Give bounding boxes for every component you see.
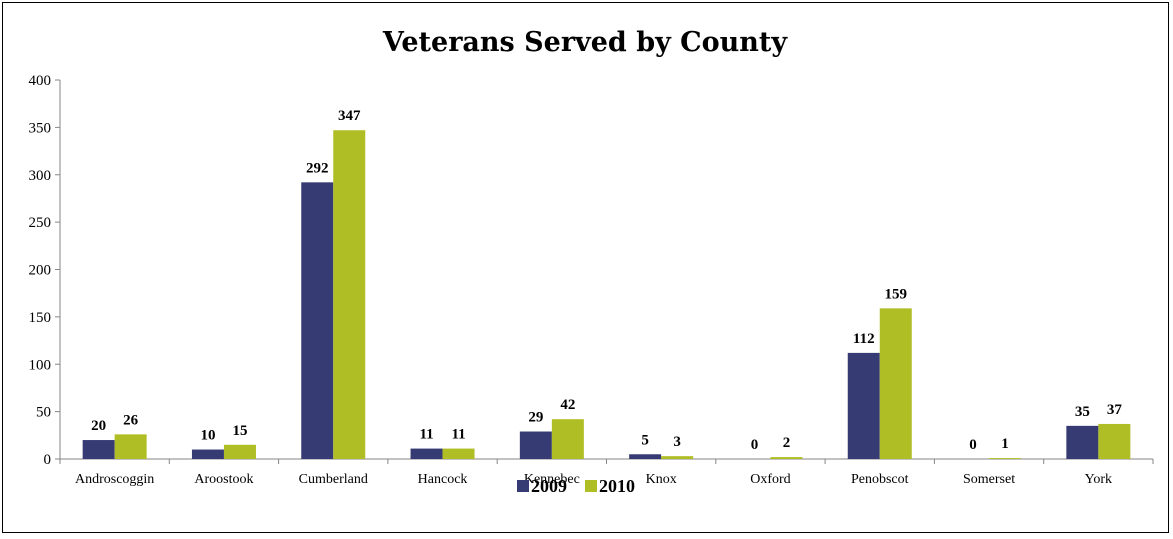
bar-chart: Veterans Served by County 05010015020025… <box>29 27 1154 496</box>
data-label: 42 <box>560 397 575 413</box>
data-label: 29 <box>528 410 543 426</box>
x-tick-label: Somerset <box>963 472 1015 487</box>
legend-swatch-2009 <box>517 480 529 492</box>
data-labels: 20 10 292 11 29 5 0 112 0 35 26 15 347 11 42 3 2 159 1 37 <box>91 108 1122 453</box>
y-tick-label: 250 <box>29 215 52 231</box>
x-tick-label: Oxford <box>750 472 790 487</box>
bar-2009-hancock <box>410 448 443 459</box>
bar-2009-york <box>1066 425 1099 459</box>
bars <box>82 130 1131 459</box>
bar-2010-york <box>1098 423 1131 459</box>
data-label: 159 <box>885 286 908 302</box>
data-label: 292 <box>306 160 329 176</box>
bar-2010-aroostook <box>223 444 256 459</box>
data-label: 347 <box>338 108 361 124</box>
chart-title: Veterans Served by County <box>382 27 788 58</box>
bar-2010-kennebec <box>551 419 584 459</box>
x-tick-label: Hancock <box>418 472 468 487</box>
data-label: 35 <box>1075 404 1090 420</box>
bar-2010-androscoggin <box>114 434 147 459</box>
data-label: 11 <box>451 427 465 443</box>
data-label: 26 <box>123 412 139 428</box>
legend: 2009 2010 <box>517 476 635 496</box>
y-tick-label: 350 <box>29 120 52 136</box>
bar-2009-aroostook <box>191 449 224 459</box>
data-label: 37 <box>1107 402 1123 418</box>
bar-2010-somerset <box>989 458 1022 459</box>
x-tick-label: Androscoggin <box>75 472 154 487</box>
x-tick-label: Knox <box>646 472 677 487</box>
bar-2009-knox <box>629 454 662 459</box>
bar-2010-oxford <box>770 457 803 459</box>
y-tick-label: 200 <box>29 263 52 279</box>
x-tick-label: Aroostook <box>194 472 253 487</box>
y-tick-label: 400 <box>29 73 52 89</box>
data-label: 15 <box>232 423 247 439</box>
data-label: 10 <box>200 428 215 444</box>
data-label: 112 <box>853 331 875 347</box>
bar-2009-cumberland <box>301 182 334 459</box>
data-label: 1 <box>1001 436 1009 452</box>
y-tick-label: 50 <box>36 405 51 421</box>
data-label: 0 <box>969 437 977 453</box>
x-tick-label: Penobscot <box>851 472 909 487</box>
x-tick-label: Cumberland <box>299 472 368 487</box>
legend-label-2010: 2010 <box>599 476 635 496</box>
y-tick-label: 300 <box>29 168 52 184</box>
bar-2010-penobscot <box>879 308 912 459</box>
x-tick-label: York <box>1085 472 1112 487</box>
bar-2010-hancock <box>442 448 475 459</box>
data-label: 0 <box>751 437 759 453</box>
data-label: 2 <box>783 435 791 451</box>
y-tick-label: 150 <box>29 310 52 326</box>
bar-2010-knox <box>661 456 694 459</box>
x-tick-label: Kennebec <box>524 472 580 487</box>
data-label: 5 <box>641 432 649 448</box>
bar-2009-androscoggin <box>82 440 115 459</box>
data-label: 20 <box>91 418 106 434</box>
y-tick-label: 0 <box>44 452 52 468</box>
legend-label-2009: 2009 <box>531 476 567 496</box>
data-label: 11 <box>419 427 433 443</box>
data-label: 3 <box>673 434 681 450</box>
bar-2010-cumberland <box>333 130 366 459</box>
bar-2009-kennebec <box>519 431 552 459</box>
y-tick-label: 100 <box>29 357 52 373</box>
bar-2009-penobscot <box>847 352 880 459</box>
legend-swatch-2010 <box>585 480 597 492</box>
